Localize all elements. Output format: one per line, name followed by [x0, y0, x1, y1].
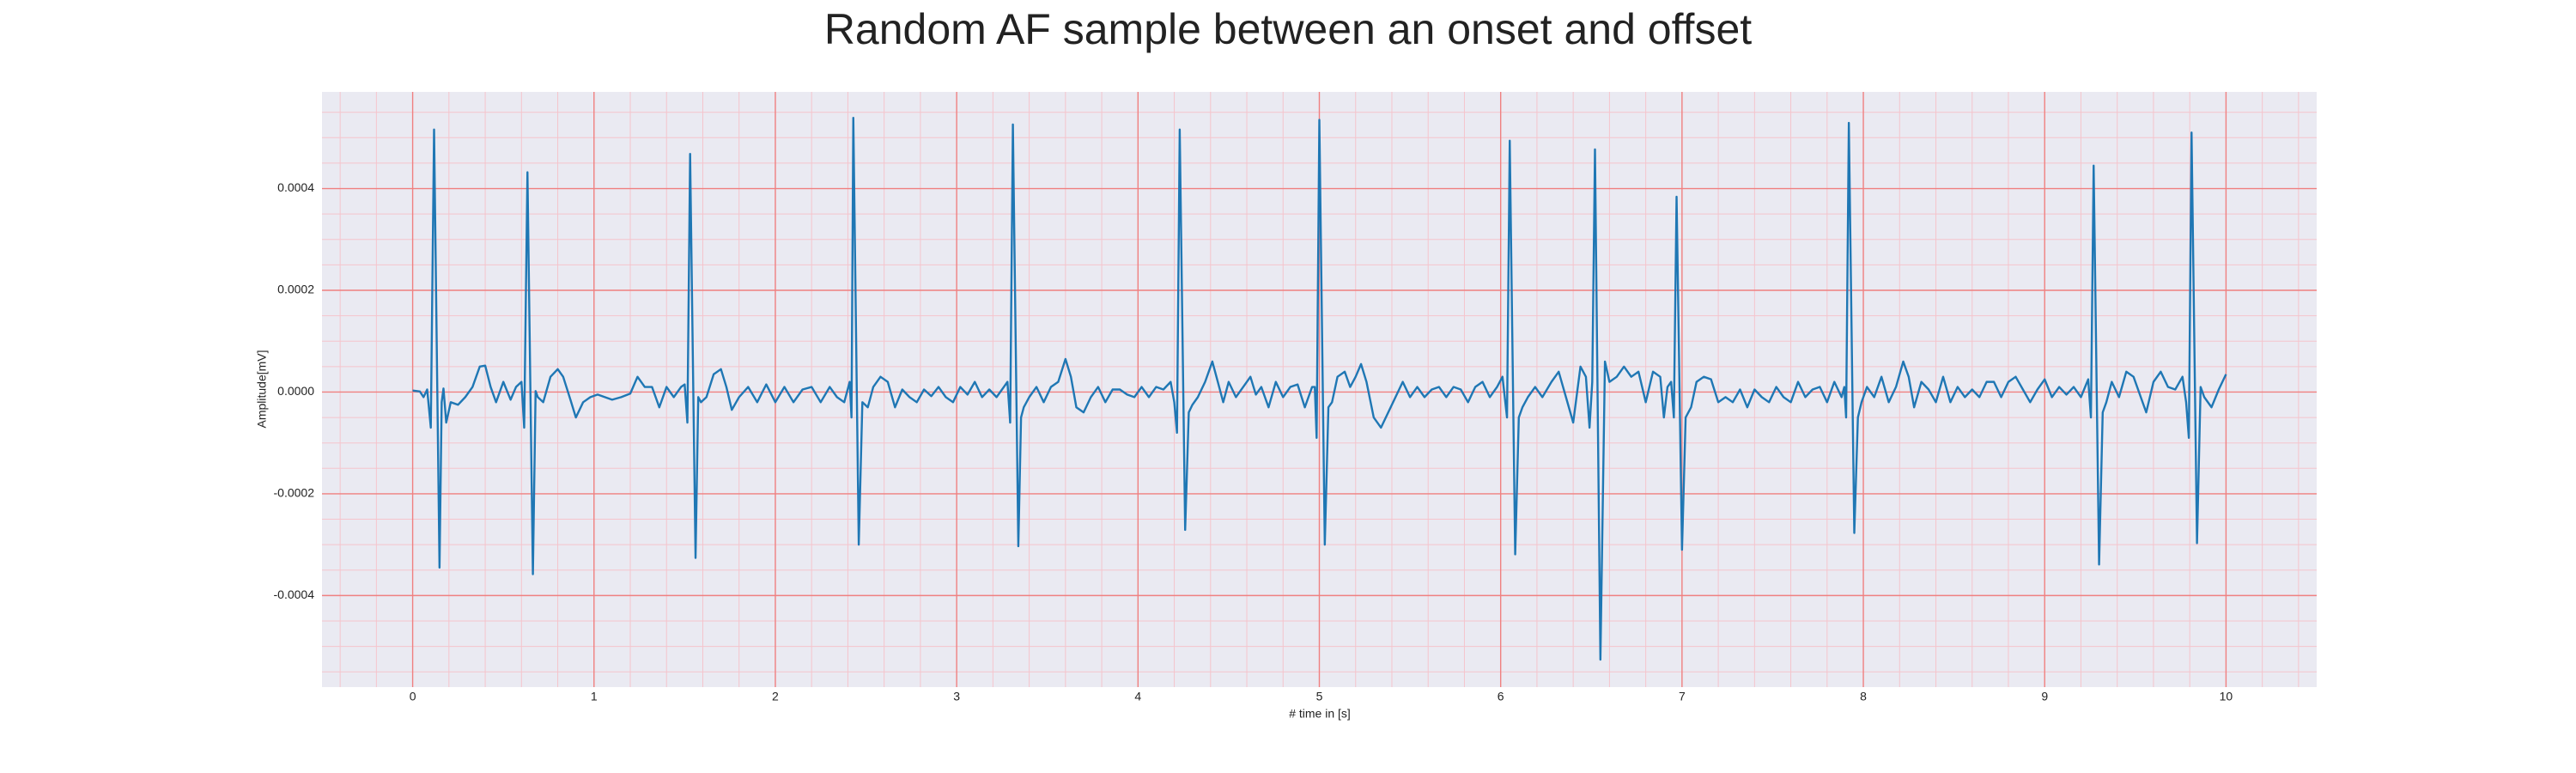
- grid: [322, 92, 2317, 687]
- y-tick-label: 0.0000: [277, 384, 314, 398]
- x-axis-label: # time in [s]: [1289, 707, 1351, 721]
- data: [412, 117, 2227, 661]
- y-tick-label: 0.0002: [277, 283, 314, 296]
- x-tick-label: 2: [772, 690, 779, 703]
- y-tick-label: 0.0004: [277, 180, 314, 194]
- x-tick-label: 8: [1860, 690, 1867, 703]
- x-tick-label: 6: [1498, 690, 1504, 703]
- x-tick-label: 7: [1679, 690, 1686, 703]
- y-tick-label: -0.0002: [274, 486, 315, 500]
- x-tick-label: 3: [953, 690, 960, 703]
- x-tick-label: 10: [2220, 690, 2233, 703]
- x-tick-label: 4: [1134, 690, 1141, 703]
- x-tick-label: 9: [2041, 690, 2048, 703]
- x-tick-label: 1: [591, 690, 598, 703]
- y-tick-label: -0.0004: [274, 587, 315, 601]
- x-tick-label: 0: [410, 690, 416, 703]
- signal-line: [412, 117, 2227, 661]
- chart-title: Random AF sample between an onset and of…: [824, 5, 1752, 53]
- y-axis-label: Amplitude[mV]: [255, 350, 269, 428]
- x-tick-label: 5: [1316, 690, 1323, 703]
